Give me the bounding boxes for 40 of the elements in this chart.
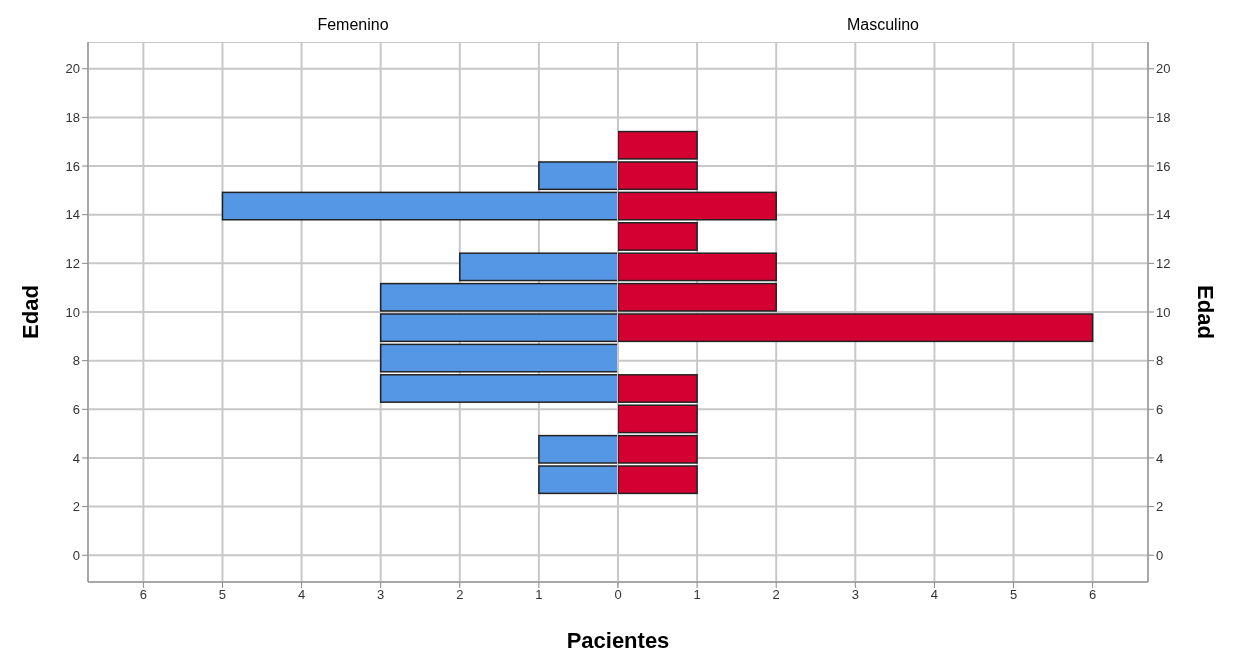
y-tick-label: 4 [72,450,80,466]
x-tick-label: 3 [851,587,859,603]
y-tick-label: 20 [65,61,80,77]
y-tick-label: 4 [1156,450,1164,466]
y-tick-label: 12 [65,255,80,271]
x-tick-label: 5 [218,587,227,603]
y-tick-label: 14 [1156,207,1171,223]
x-tick-label: 6 [139,587,147,603]
y-tick-label: 12 [1156,255,1171,271]
y-tick-label: 6 [72,401,80,417]
x-tick-label: 1 [693,587,701,603]
y-tick-label: 10 [1156,304,1171,320]
x-tick-label: 6 [1089,587,1097,603]
x-tick-label: 1 [535,587,543,603]
y-tick-label: 2 [72,499,80,515]
x-tick-label: 2 [456,587,464,603]
chart-title: Masculino [846,15,920,35]
x-tick-label: 5 [1009,587,1018,603]
y-tick-label: 18 [1156,110,1171,126]
chart-title: Femenino [316,15,390,35]
y-tick-label: 20 [1156,61,1171,77]
y-tick-label: 14 [65,207,80,223]
y-tick-label: 0 [72,547,80,563]
x-tick-label: 4 [297,587,306,603]
y-axis-title: Edad [17,285,43,339]
x-tick-label: 0 [614,587,622,603]
y-tick-label: 18 [65,110,80,126]
y-tick-label: 6 [1156,401,1164,417]
y-tick-label: 16 [1156,158,1171,174]
y-tick-label: 10 [65,304,80,320]
x-axis-title: Pacientes [565,628,671,654]
y-tick-label: 2 [1156,499,1164,515]
y-axis-title: Edad [1193,285,1219,339]
y-tick-label: 8 [72,353,80,369]
y-tick-label: 16 [65,158,80,174]
x-tick-label: 4 [930,587,939,603]
x-tick-label: 3 [377,587,385,603]
y-tick-label: 0 [1156,547,1164,563]
x-tick-label: 2 [772,587,780,603]
y-tick-label: 8 [1156,353,1164,369]
